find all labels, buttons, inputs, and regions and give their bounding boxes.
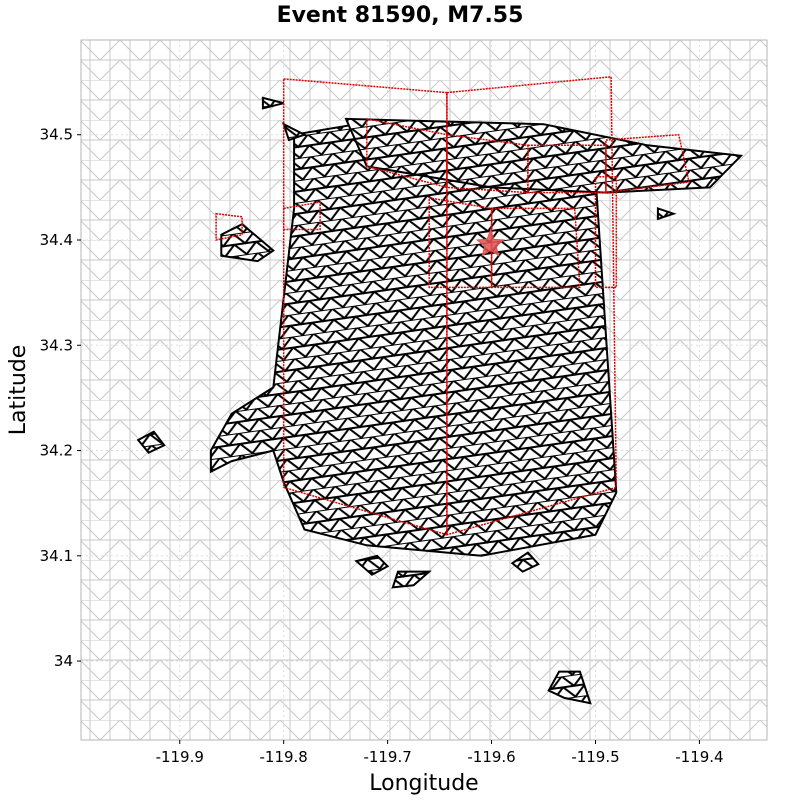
- chart-title: Event 81590, M7.55: [277, 3, 524, 28]
- y-tick-label: 34.5: [40, 126, 73, 144]
- fault-segment-outline: [282, 201, 321, 231]
- fault-outlines: [215, 75, 690, 536]
- ruptured-mesh: [136, 96, 744, 705]
- x-tick-label: -119.7: [363, 748, 411, 766]
- plot-frame: [80, 39, 768, 741]
- ruptured-patch: [136, 430, 166, 454]
- y-tick-label: 34.4: [40, 231, 73, 249]
- ruptured-patch: [261, 96, 284, 110]
- x-tick-label: -119.9: [156, 748, 204, 766]
- ruptured-patch: [281, 122, 308, 142]
- fault-segment-outline: [490, 207, 581, 289]
- x-tick-label: -119.5: [571, 748, 619, 766]
- epicenter-star: [475, 228, 506, 257]
- y-tick-label: 34: [54, 652, 73, 670]
- x-tick-label: -119.4: [675, 748, 723, 766]
- x-axis-ticks: -119.9 -119.8 -119.7 -119.6 -119.5 -119.4: [156, 740, 724, 766]
- fault-segment-outline: [605, 133, 690, 194]
- ruptured-patch: [656, 207, 677, 221]
- fault-segment-outline: [282, 78, 448, 536]
- ruptured-patch: [391, 570, 432, 589]
- y-axis-ticks: 34 34.1 34.2 34.3 34.4 34.5: [40, 126, 81, 670]
- fault-segment-outline: [594, 176, 618, 289]
- y-tick-label: 34.1: [40, 547, 73, 565]
- x-axis-label: Longitude: [369, 771, 478, 796]
- ruptured-patch: [510, 551, 540, 573]
- epicenter-group: [475, 228, 506, 257]
- fault-segment-outline: [366, 117, 448, 189]
- ruptured-patch: [547, 670, 592, 705]
- y-tick-label: 34.2: [40, 442, 73, 460]
- ruptured-patch: [220, 223, 275, 263]
- x-tick-label: -119.6: [467, 748, 515, 766]
- x-tick-label: -119.8: [260, 748, 308, 766]
- y-tick-label: 34.3: [40, 336, 73, 354]
- ruptured-patch: [354, 554, 390, 576]
- fault-segment-outline: [446, 75, 618, 536]
- fault-segment-outline: [215, 212, 243, 241]
- ruptured-patch: [344, 117, 744, 194]
- fault-segment-outline: [527, 144, 607, 194]
- fault-segment-outline: [446, 133, 529, 194]
- y-axis-label: Latitude: [6, 345, 31, 436]
